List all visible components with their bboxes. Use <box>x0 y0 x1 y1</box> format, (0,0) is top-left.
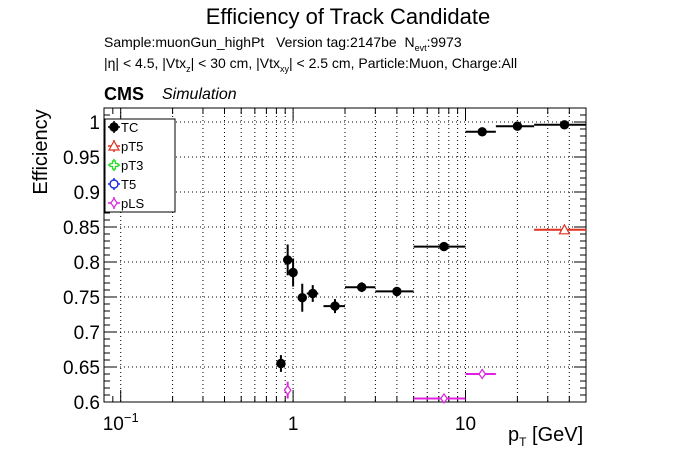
data-point-tc <box>439 241 449 252</box>
x-axis-label-unit: [GeV] <box>532 424 584 446</box>
legend-label: TC <box>121 120 138 135</box>
y-tick-label: 0.9 <box>74 183 100 204</box>
x-axis-label-p: p <box>508 424 520 446</box>
x-axis-label-sub: T <box>519 435 527 449</box>
nevt-value: :9973 <box>426 34 462 50</box>
nevt-label: N <box>404 34 415 50</box>
data-point-tc <box>330 301 340 311</box>
data-point-tc <box>477 127 487 137</box>
sample-label: Sample:muonGun_highPt <box>104 34 265 50</box>
x-tick-label: 10 <box>455 414 476 435</box>
legend-marker-pt5 <box>107 139 121 151</box>
legend-label: pLS <box>121 196 144 211</box>
x-tick-base: 1 <box>288 414 299 435</box>
vtx-xy-subscript: xy <box>279 63 289 74</box>
data-point-tc <box>308 288 318 299</box>
data-point-tc <box>297 293 307 303</box>
y-tick-label: 1 <box>89 113 100 134</box>
data-point-pls <box>440 392 448 405</box>
x-tick-label: 10−1 <box>103 410 139 435</box>
legend-label: T5 <box>121 177 136 192</box>
data-point-tc <box>559 120 570 130</box>
simulation-label: Simulation <box>162 86 237 103</box>
data-point-pls <box>478 368 487 380</box>
vtx-z-subscript: z <box>186 63 191 74</box>
sample-info-line: Sample:muonGun_highPt Version tag:2147be… <box>104 34 462 53</box>
selection-text-b: | < 30 cm, |Vtx <box>190 55 280 71</box>
cms-label: CMS <box>104 84 144 104</box>
data-point-tc <box>512 121 523 131</box>
y-tick-label: 0.7 <box>74 323 100 344</box>
chart-title: Efficiency of Track Candidate <box>205 4 491 29</box>
data-point-pt5 <box>558 223 571 235</box>
selection-info-line: |η| < 4.5, |Vtxz| < 30 cm, |Vtxxy| < 2.5… <box>104 55 517 74</box>
data-point-tc <box>276 358 286 369</box>
legend-marker-tc <box>109 122 119 132</box>
y-tick-label: 0.65 <box>63 358 100 379</box>
legend-marker-t5 <box>109 179 119 189</box>
nevt-subscript: evt <box>414 42 427 53</box>
legend: TC pT5 pT3 T5 pLS <box>104 118 176 213</box>
x-tick-base: 10 <box>103 414 124 435</box>
selection-text-c: | < 2.5 cm, Particle:Muon, Charge:All <box>288 55 518 71</box>
data-point-tc <box>357 282 367 292</box>
y-tick-label: 0.75 <box>63 288 100 309</box>
legend-label: pT5 <box>121 139 143 154</box>
legend-marker-pt3 <box>109 160 119 170</box>
version-tag: Version tag:2147be <box>276 34 397 50</box>
data-point-tc <box>282 255 293 265</box>
x-axis-label: pT [GeV] <box>508 424 583 449</box>
y-tick-label: 0.8 <box>74 253 100 274</box>
y-tick-label: 0.85 <box>63 218 100 239</box>
data-point-tc <box>392 286 402 297</box>
x-tick-label: 1 <box>288 414 299 435</box>
y-tick-label: 0.6 <box>74 393 100 414</box>
y-tick-label: 0.95 <box>63 148 100 169</box>
legend-marker-pls <box>110 197 118 209</box>
x-tick-exponent: −1 <box>124 410 139 425</box>
selection-text-a: |η| < 4.5, |Vtx <box>104 55 187 71</box>
data-point-tc <box>288 267 298 278</box>
legend-label: pT3 <box>121 158 143 173</box>
data-point-pls <box>283 384 292 396</box>
x-tick-base: 10 <box>455 414 476 435</box>
